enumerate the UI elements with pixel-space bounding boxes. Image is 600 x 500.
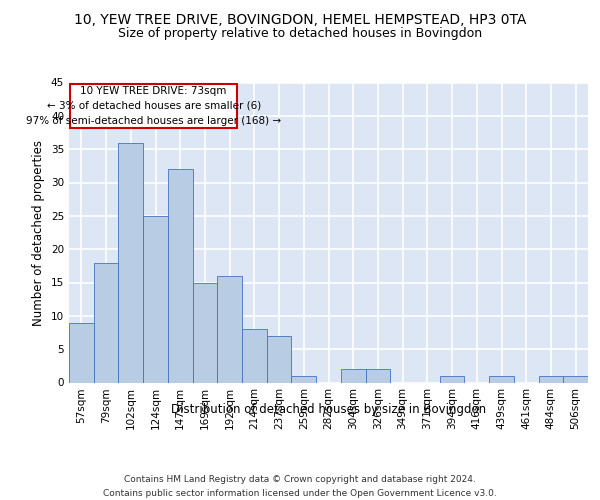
Bar [267,336,292,382]
Bar [563,376,588,382]
Text: Size of property relative to detached houses in Bovingdon: Size of property relative to detached ho… [118,28,482,40]
Bar [217,276,242,382]
Text: Distribution of detached houses by size in Bovingdon: Distribution of detached houses by size … [171,402,487,415]
Text: 10 YEW TREE DRIVE: 73sqm
← 3% of detached houses are smaller (6)
97% of semi-det: 10 YEW TREE DRIVE: 73sqm ← 3% of detache… [26,86,281,126]
Text: Contains HM Land Registry data © Crown copyright and database right 2024.
Contai: Contains HM Land Registry data © Crown c… [103,476,497,498]
Bar [489,376,514,382]
Bar [69,322,94,382]
Bar [193,282,217,382]
Text: 10, YEW TREE DRIVE, BOVINGDON, HEMEL HEMPSTEAD, HP3 0TA: 10, YEW TREE DRIVE, BOVINGDON, HEMEL HEM… [74,12,526,26]
Bar [539,376,563,382]
Bar [292,376,316,382]
Bar [341,369,365,382]
Bar [365,369,390,382]
Bar [440,376,464,382]
Y-axis label: Number of detached properties: Number of detached properties [32,140,46,326]
Bar [118,142,143,382]
Bar [168,169,193,382]
Bar [143,216,168,382]
Bar [94,262,118,382]
Bar [242,329,267,382]
FancyBboxPatch shape [70,84,237,128]
